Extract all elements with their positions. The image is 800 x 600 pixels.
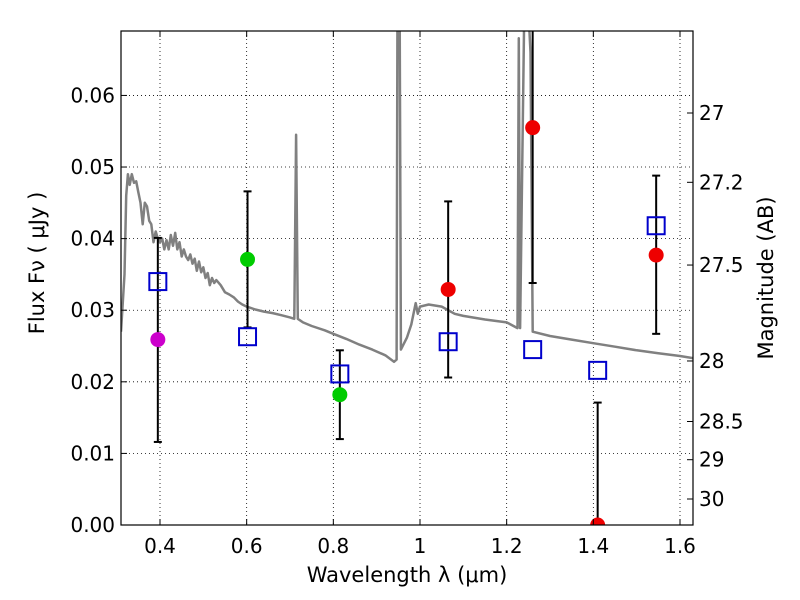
x-tick-label: 0.6 <box>231 534 263 558</box>
observed-point <box>440 281 456 297</box>
x-tick-label: 1.4 <box>577 534 609 558</box>
y-tick-label: 0.05 <box>70 155 115 179</box>
plot-area <box>121 31 693 525</box>
magnitude-tick-label: 28 <box>699 349 724 373</box>
model-square <box>238 327 258 347</box>
model-square <box>646 216 666 236</box>
model-square <box>438 332 458 352</box>
magnitude-tick-label: 27.2 <box>699 170 744 194</box>
magnitude-tick-label: 27.5 <box>699 253 744 277</box>
plot-frame <box>120 30 694 526</box>
y-tick-label: 0.04 <box>70 227 115 251</box>
x-tick-label: 0.4 <box>144 534 176 558</box>
model-square <box>148 272 168 292</box>
model-square <box>523 340 543 360</box>
magnitude-tick-label: 27 <box>699 101 724 125</box>
magnitude-tick-label: 30 <box>699 487 724 511</box>
magnitude-axis-label: Magnitude (AB) <box>754 196 778 359</box>
observed-point <box>648 247 664 263</box>
observed-point <box>525 120 541 136</box>
model-square <box>588 360 608 380</box>
y-axis: 0.00 0.01 0.02 0.03 0.04 0.05 0.06 <box>70 83 127 537</box>
magnitude-tick-label: 29 <box>699 448 724 472</box>
observed-points <box>150 120 664 525</box>
y-tick-label: 0.02 <box>70 370 115 394</box>
magnitude-tick-label: 28.5 <box>699 410 744 434</box>
observed-point <box>240 251 256 267</box>
model-spectrum-line <box>121 31 693 364</box>
x-axis-label: Wavelength λ (μm) <box>307 563 508 587</box>
model-square <box>330 364 350 384</box>
y-axis-label: Flux Fν ( μJy ) <box>25 192 49 335</box>
observed-point <box>150 332 166 348</box>
x-tick-label: 0.8 <box>317 534 349 558</box>
x-axis: 0.4 0.6 0.8 1 1.2 1.4 1.6 <box>144 31 696 558</box>
x-tick-label: 1.6 <box>664 534 696 558</box>
y-tick-label: 0.00 <box>70 513 115 537</box>
x-tick-label: 1.2 <box>491 534 523 558</box>
observed-point <box>332 387 348 403</box>
y-tick-label: 0.06 <box>70 83 115 107</box>
observed-point <box>590 517 606 525</box>
magnitude-axis: 27 27.2 27.5 28 28.5 29 30 <box>687 101 744 511</box>
model-squares <box>148 216 666 384</box>
x-tick-label: 1 <box>414 534 427 558</box>
y-tick-label: 0.03 <box>70 298 115 322</box>
y-tick-label: 0.01 <box>70 441 115 465</box>
